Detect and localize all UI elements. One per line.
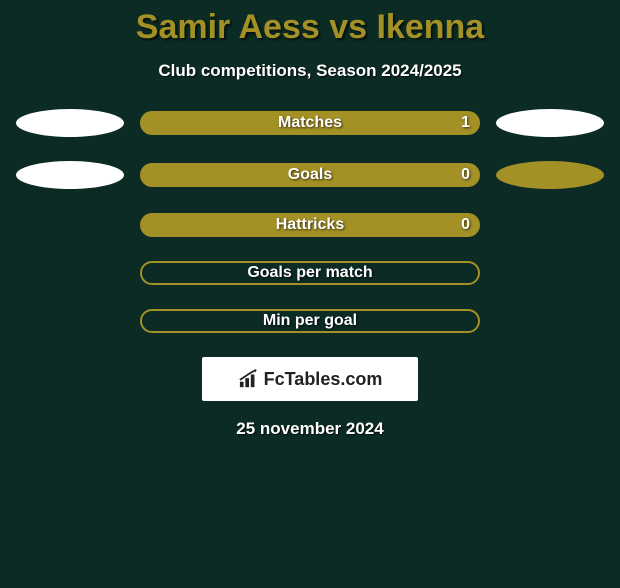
right-ellipse-slot bbox=[490, 109, 610, 137]
bar-slot: Min per goal bbox=[140, 309, 480, 333]
stat-row: Matches 1 bbox=[0, 109, 620, 137]
stat-label: Goals per match bbox=[247, 264, 372, 282]
bar-slot: Goals per match bbox=[140, 261, 480, 285]
right-ellipse-slot bbox=[490, 161, 610, 189]
stat-value-right: 1 bbox=[461, 114, 470, 132]
chart-icon bbox=[238, 369, 260, 389]
stat-row: Min per goal bbox=[0, 309, 620, 333]
stat-row: Goals 0 bbox=[0, 161, 620, 189]
subtitle: Club competitions, Season 2024/2025 bbox=[0, 61, 620, 81]
bar-slot: Goals 0 bbox=[140, 163, 480, 187]
bar-slot: Matches 1 bbox=[140, 111, 480, 135]
date-label: 25 november 2024 bbox=[0, 419, 620, 439]
stat-label: Matches bbox=[278, 114, 342, 132]
left-ellipse-slot bbox=[10, 109, 130, 137]
logo-text: FcTables.com bbox=[264, 369, 383, 390]
stat-label: Hattricks bbox=[276, 216, 344, 234]
stat-bar: Goals per match bbox=[140, 261, 480, 285]
stats-container: Matches 1 Goals 0 Hattricks 0 Goals per match M… bbox=[0, 109, 620, 333]
stat-row: Goals per match bbox=[0, 261, 620, 285]
page-title: Samir Aess vs Ikenna bbox=[0, 8, 620, 47]
stat-label: Min per goal bbox=[263, 312, 357, 330]
stat-label: Goals bbox=[288, 166, 332, 184]
stat-bar: Goals 0 bbox=[140, 163, 480, 187]
stat-bar: Min per goal bbox=[140, 309, 480, 333]
stat-value-right: 0 bbox=[461, 216, 470, 234]
stat-value-right: 0 bbox=[461, 166, 470, 184]
left-ellipse bbox=[16, 161, 124, 189]
logo-box[interactable]: FcTables.com bbox=[202, 357, 418, 401]
right-ellipse bbox=[496, 161, 604, 189]
logo-inner: FcTables.com bbox=[238, 369, 383, 390]
left-ellipse bbox=[16, 109, 124, 137]
stat-bar: Matches 1 bbox=[140, 111, 480, 135]
right-ellipse bbox=[496, 109, 604, 137]
stat-row: Hattricks 0 bbox=[0, 213, 620, 237]
left-ellipse-slot bbox=[10, 161, 130, 189]
stat-bar: Hattricks 0 bbox=[140, 213, 480, 237]
bar-slot: Hattricks 0 bbox=[140, 213, 480, 237]
